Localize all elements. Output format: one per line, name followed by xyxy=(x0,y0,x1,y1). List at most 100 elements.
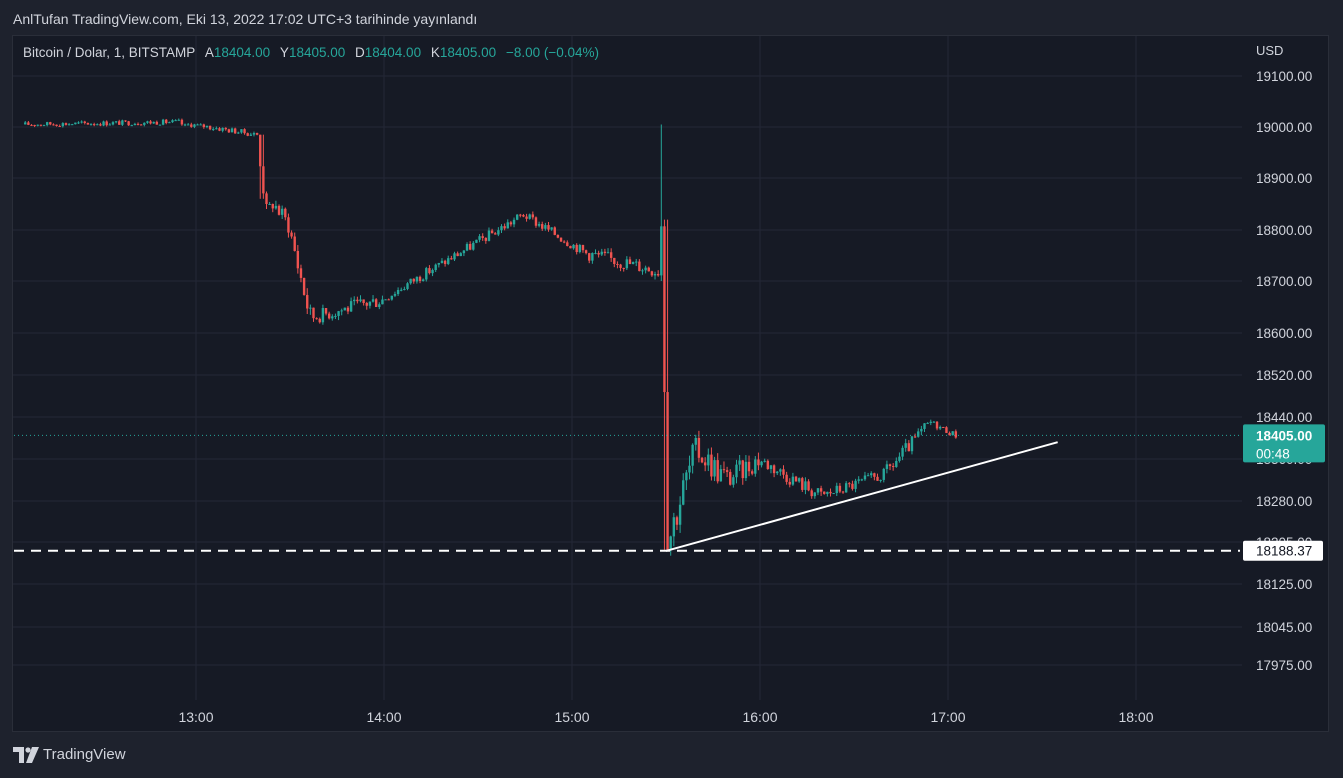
candle-body xyxy=(393,294,397,296)
candle-body xyxy=(180,119,184,125)
candle-body xyxy=(638,261,641,272)
candle-body xyxy=(656,274,660,276)
candle-body xyxy=(277,205,281,215)
candle-body xyxy=(635,261,638,263)
candle-body xyxy=(769,465,773,469)
candle-body xyxy=(942,426,945,428)
candle-body xyxy=(440,260,444,263)
candle-body xyxy=(562,241,566,243)
candles xyxy=(24,118,958,556)
candle-body xyxy=(33,124,36,126)
candle-body xyxy=(594,252,597,254)
candle-body xyxy=(534,217,538,226)
candle-body xyxy=(205,125,209,128)
tradingview-logo[interactable]: TradingView xyxy=(13,746,126,763)
candle-body xyxy=(913,436,917,438)
candle-body xyxy=(186,124,190,126)
candle-body xyxy=(425,268,428,280)
currency-label[interactable]: USD xyxy=(1256,43,1284,58)
candle-body xyxy=(252,133,256,135)
candle-body xyxy=(161,119,165,125)
candle-body xyxy=(860,479,864,481)
price-tick-label: 18900.00 xyxy=(1256,171,1312,186)
candle-body xyxy=(306,294,309,309)
candle-body xyxy=(835,485,838,494)
candle-body xyxy=(920,428,923,432)
candle-body xyxy=(71,124,74,126)
candle-body xyxy=(650,271,654,276)
candle-body xyxy=(494,233,497,235)
candle-body xyxy=(547,225,550,230)
candle-body xyxy=(146,121,149,123)
candle-body xyxy=(24,122,27,125)
candle-body xyxy=(27,122,30,125)
candle-body xyxy=(838,485,842,492)
candle-body xyxy=(857,479,860,481)
price-tick-label: 18520.00 xyxy=(1256,368,1312,383)
candle-body xyxy=(196,124,199,126)
candle-body xyxy=(478,236,481,240)
trendline[interactable] xyxy=(665,441,1058,552)
candle-body xyxy=(152,121,155,124)
candle-body xyxy=(873,473,876,477)
candle-body xyxy=(55,124,58,127)
candle-body xyxy=(302,277,306,295)
candle-body xyxy=(280,208,284,215)
candle-body xyxy=(497,230,500,235)
candle-body xyxy=(293,236,296,251)
candle-body xyxy=(550,227,553,230)
candle-body xyxy=(553,227,556,235)
symbol-title[interactable]: Bitcoin / Dolar, 1, BITSTAMP xyxy=(23,45,196,60)
candle-body xyxy=(735,464,738,478)
candle-body xyxy=(954,431,958,438)
candle-body xyxy=(443,260,447,264)
candle-body xyxy=(262,166,265,194)
candle-body xyxy=(215,128,218,130)
candle-body xyxy=(136,123,140,125)
candle-body xyxy=(233,128,237,134)
candle-body xyxy=(870,473,873,476)
candle-body xyxy=(312,307,315,319)
candle-body xyxy=(907,443,911,452)
time-axis[interactable]: 13:00 14:00 15:00 16:00 17:00 18:00 xyxy=(178,709,1153,725)
candle-body xyxy=(816,488,820,493)
candle-body xyxy=(625,259,629,269)
candle-body xyxy=(917,431,920,437)
candle-body xyxy=(660,226,663,276)
candle-body xyxy=(807,481,810,491)
candle-body xyxy=(904,443,907,448)
candle-body xyxy=(274,205,278,209)
candle-body xyxy=(672,517,676,537)
candle-body xyxy=(434,264,437,271)
candle-body xyxy=(378,304,381,308)
candle-body xyxy=(622,267,625,269)
candle-body xyxy=(653,274,657,276)
candle-body xyxy=(346,307,350,312)
candle-body xyxy=(299,268,303,278)
candle-body xyxy=(556,234,560,238)
candle-body xyxy=(779,469,782,472)
candle-body xyxy=(763,460,766,462)
candle-body xyxy=(481,236,484,238)
grid-lines xyxy=(13,36,1242,700)
candle-body xyxy=(938,426,942,429)
candle-body xyxy=(951,431,954,436)
tradingview-brand: TradingView xyxy=(43,746,126,763)
candle-body xyxy=(888,464,892,467)
countdown-label: 00:48 xyxy=(1256,446,1290,461)
candle-body xyxy=(782,469,785,475)
price-axis[interactable]: 19100.00 19000.00 18900.00 18800.00 18700.00… xyxy=(1256,69,1312,673)
candle-body xyxy=(603,251,607,253)
candle-body xyxy=(910,436,914,452)
candle-body xyxy=(406,283,409,289)
candle-body xyxy=(349,301,353,312)
candle-body xyxy=(559,237,563,242)
candle-body xyxy=(487,230,491,241)
candle-body xyxy=(39,124,43,126)
candle-body xyxy=(268,204,271,205)
low-value: 18404.00 xyxy=(364,45,422,60)
price-tick-label: 18700.00 xyxy=(1256,274,1312,289)
candle-body xyxy=(193,124,196,127)
chart-area[interactable] xyxy=(12,35,1329,732)
